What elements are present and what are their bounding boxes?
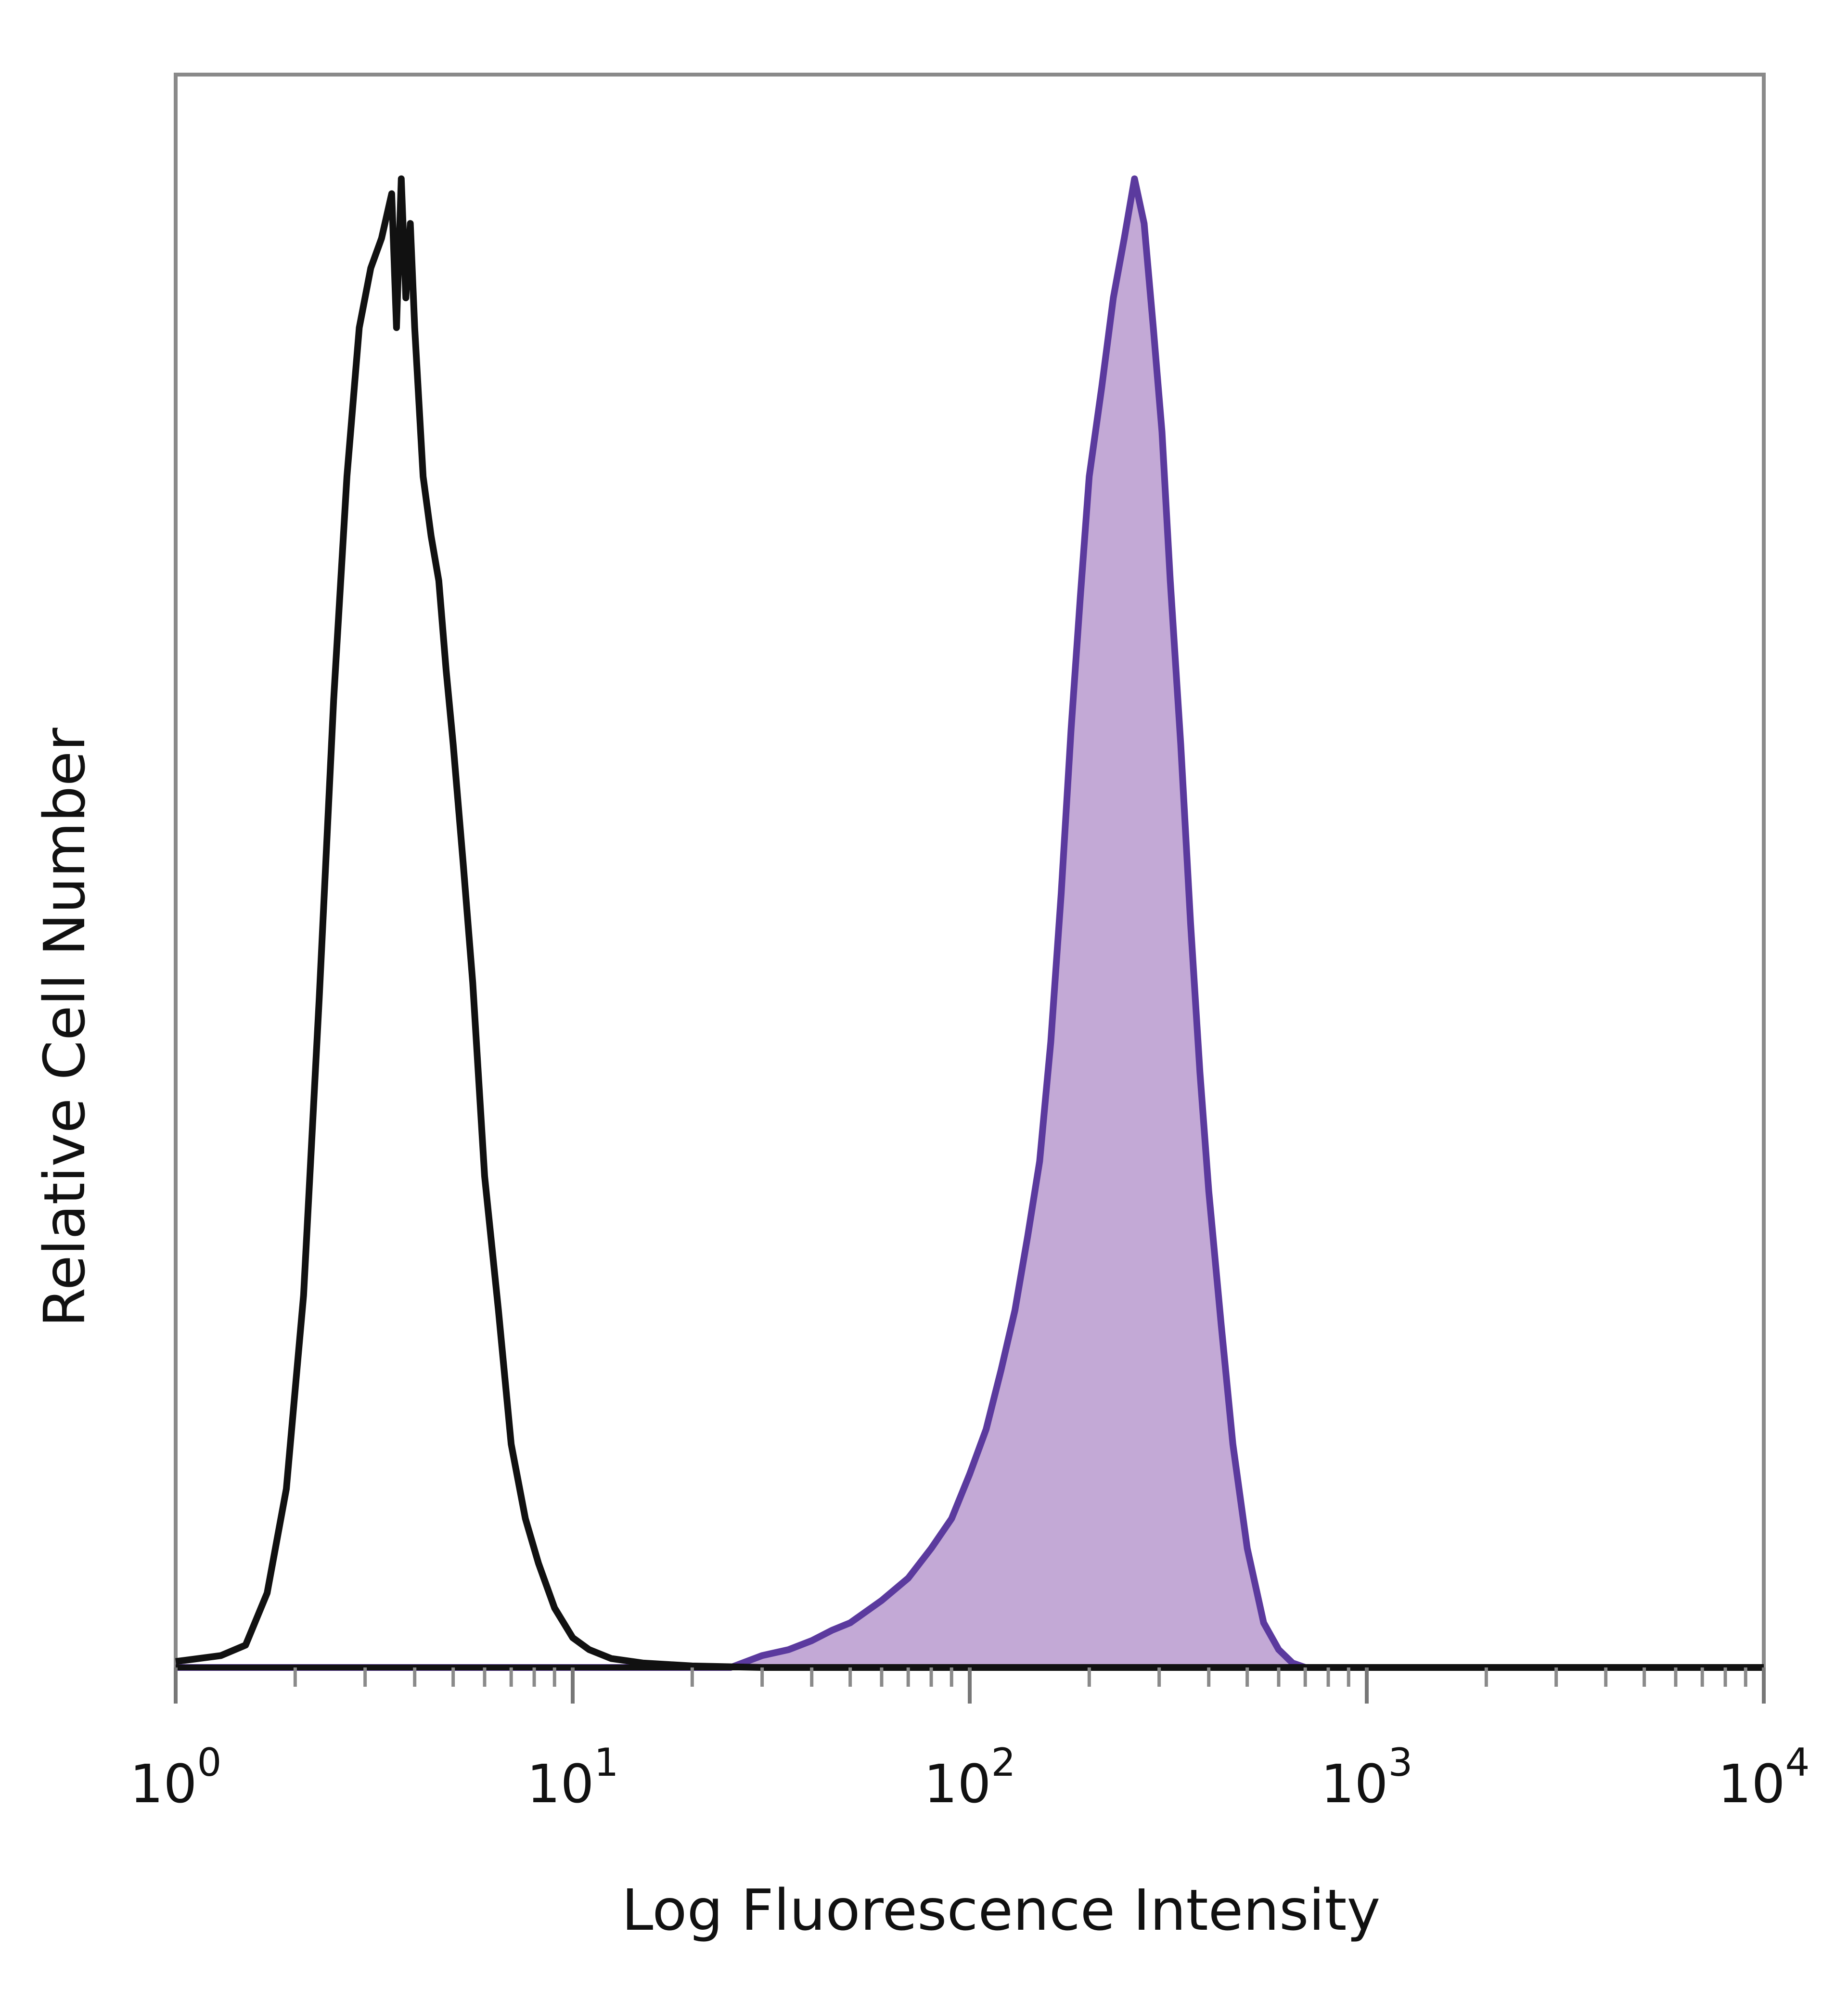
- series-0-line: [175, 175, 1764, 1671]
- x-tick-label-3: 103: [1321, 1740, 1413, 1815]
- x-tick-label-2: 102: [924, 1740, 1016, 1815]
- x-tick-label-0: 100: [130, 1740, 222, 1815]
- series-layer: [175, 175, 1764, 1671]
- y-axis-title: Relative Cell Number: [31, 728, 98, 1327]
- x-tick-label-1: 101: [527, 1740, 619, 1815]
- x-tick-label-4: 104: [1718, 1740, 1810, 1815]
- series-1-fill: [176, 179, 1764, 1667]
- x-axis-title: Log Fluorescence Intensity: [622, 1877, 1381, 1943]
- x-ticks: 100 101 102 103 104: [130, 1667, 1810, 1815]
- series-1-line: [176, 175, 1764, 1671]
